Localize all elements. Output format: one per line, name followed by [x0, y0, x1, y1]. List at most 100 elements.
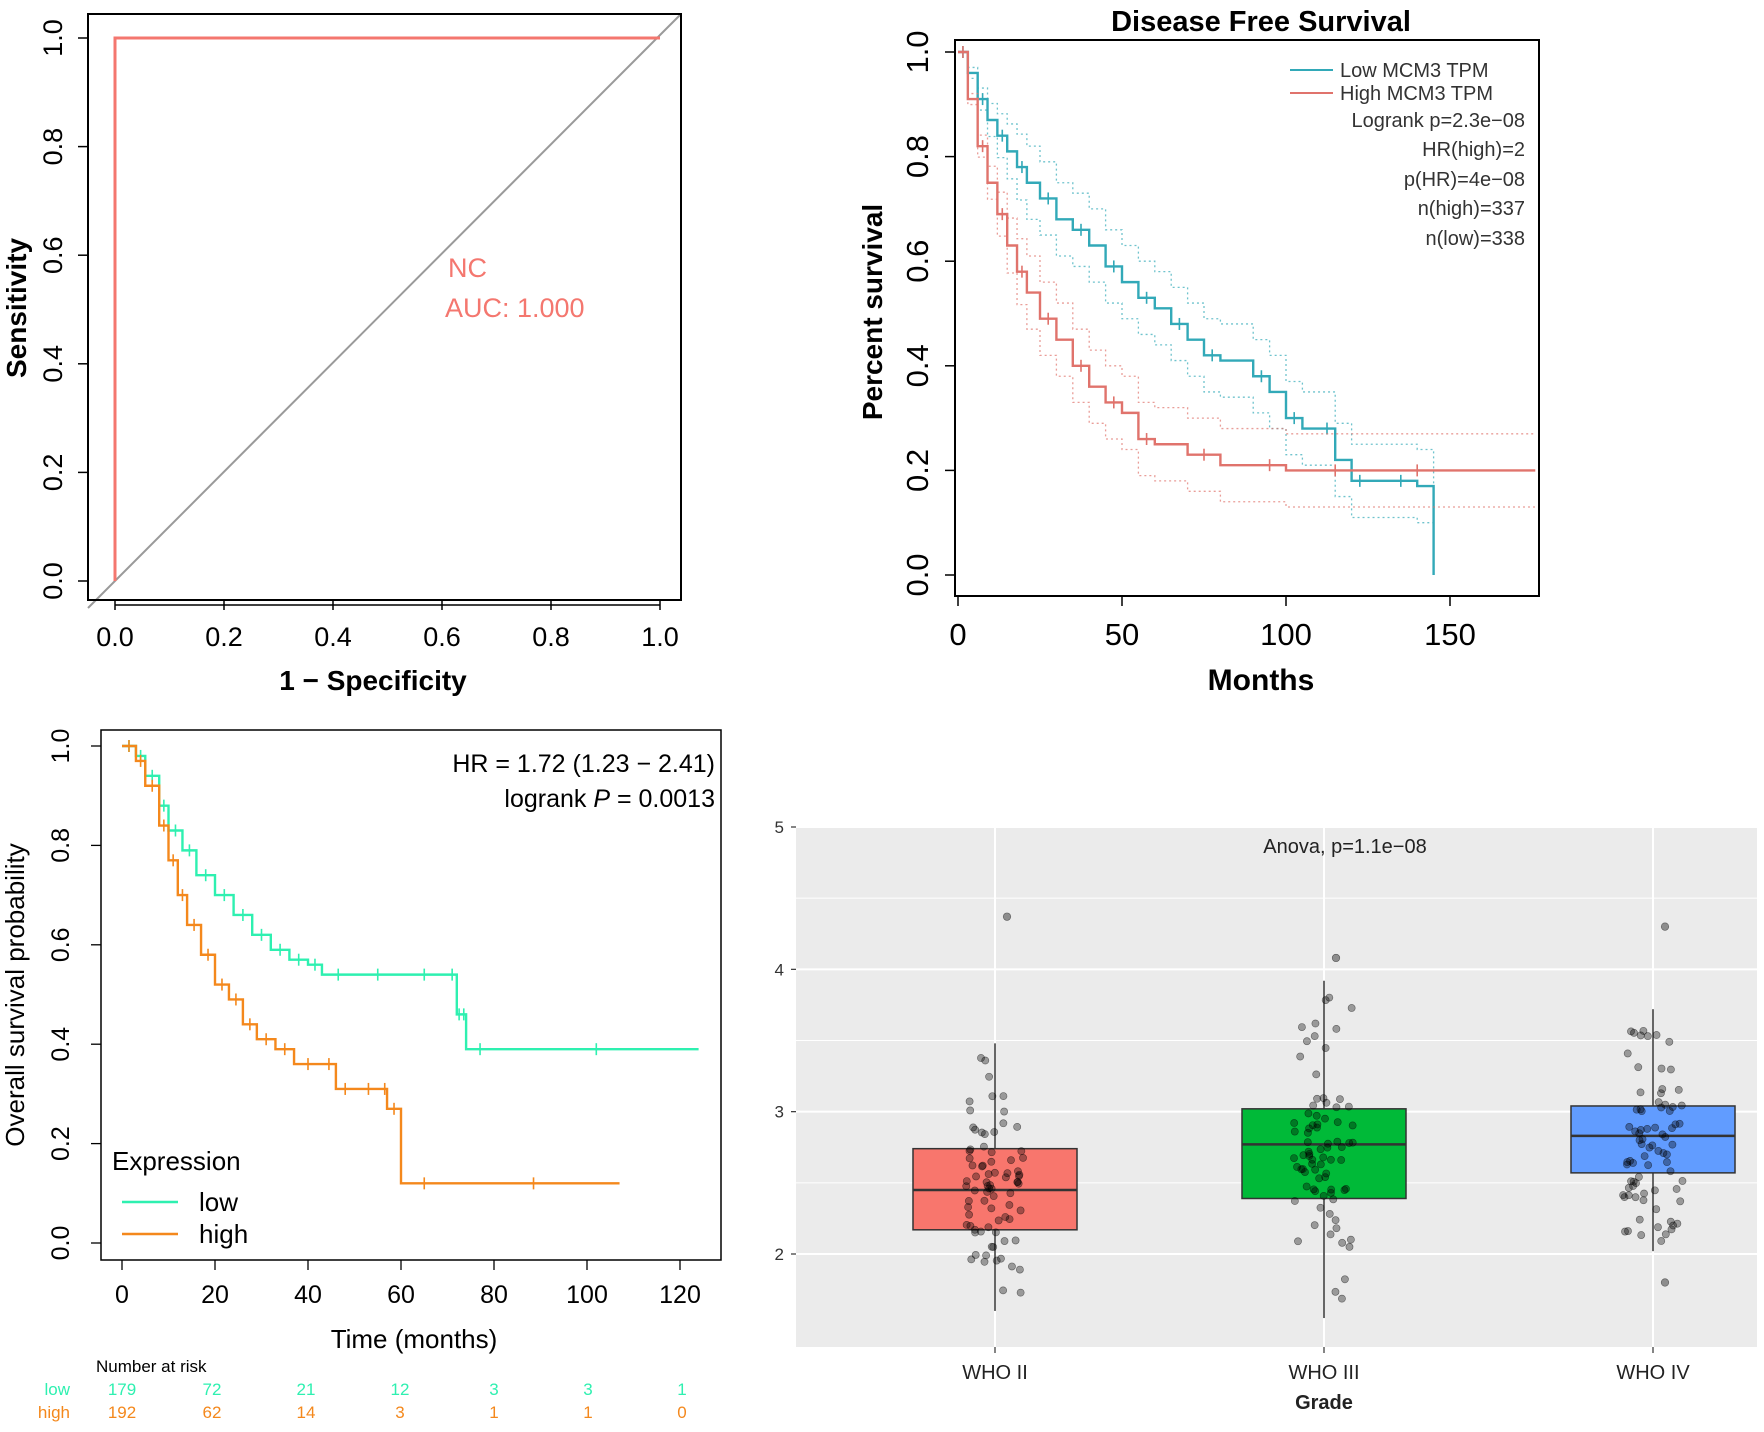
- dfs-y-tick-label: 0.2: [900, 449, 935, 492]
- grade-data-point: [1298, 1023, 1306, 1031]
- grade-data-point: [1667, 1225, 1676, 1234]
- grade-data-point: [999, 1119, 1008, 1128]
- grade-data-point: [1305, 1152, 1314, 1160]
- grade-data-point: [1321, 1044, 1330, 1052]
- grade-data-point: [1017, 1147, 1026, 1156]
- grade-data-point: [1327, 1155, 1335, 1164]
- os-risk-count-low: 1: [677, 1380, 686, 1399]
- grade-data-point: [991, 1228, 1000, 1237]
- roc-y-tick-label: 0.0: [38, 562, 68, 600]
- os-x-tick-label: 100: [566, 1281, 608, 1309]
- grade-outlier-point: [1660, 922, 1670, 931]
- dfs-y-tick-label: 0.4: [900, 344, 935, 387]
- grade-data-point: [1621, 1227, 1629, 1236]
- grade-data-point: [1663, 1158, 1671, 1167]
- grade-data-point: [1677, 1101, 1686, 1110]
- os-legend-label-low: low: [199, 1187, 238, 1217]
- grade-data-point: [985, 1184, 994, 1193]
- dfs-y-tick-label: 1.0: [900, 30, 935, 73]
- grade-data-point: [1016, 1206, 1025, 1215]
- grade-data-point: [999, 1092, 1008, 1101]
- grade-data-point: [1668, 1140, 1677, 1149]
- os-risk-count-high: 14: [297, 1403, 316, 1422]
- grade-data-point: [1006, 1189, 1015, 1198]
- grade-data-point: [1652, 1205, 1661, 1214]
- grade-data-point: [987, 1204, 996, 1213]
- grade-data-point: [1348, 1121, 1357, 1130]
- grade-data-point: [1008, 1262, 1016, 1271]
- grade-data-point: [1016, 1288, 1025, 1297]
- grade-data-point: [1321, 1173, 1330, 1181]
- grade-panel: 2 3 4 5 WHO II WHO III WHO IV Anova, p=1.1e−08…: [775, 818, 1757, 1414]
- os-x-tick-label: 80: [480, 1281, 508, 1309]
- grade-data-point: [1319, 1094, 1328, 1102]
- grade-data-point: [1290, 1197, 1299, 1205]
- grade-data-point: [1345, 1243, 1354, 1251]
- roc-x-tick-label: 0.0: [96, 622, 134, 652]
- grade-data-point: [1305, 1150, 1314, 1158]
- os-risk-count-low: 12: [391, 1380, 410, 1399]
- grade-data-point: [1290, 1154, 1298, 1162]
- grade-data-point: [1005, 1201, 1014, 1209]
- grade-data-point: [989, 1192, 998, 1201]
- grade-data-point: [1672, 1185, 1681, 1193]
- grade-data-point: [1014, 1179, 1023, 1188]
- grade-data-point: [1303, 1037, 1311, 1046]
- grade-data-point: [1639, 1026, 1648, 1035]
- roc-x-tick-label: 0.2: [205, 622, 243, 652]
- grade-data-point: [992, 1256, 1001, 1265]
- grade-data-point: [1636, 1105, 1645, 1114]
- grade-data-point: [1625, 1122, 1634, 1131]
- os-risk-row-label-low: low: [44, 1380, 70, 1399]
- grade-box-who-iv: [1570, 1105, 1736, 1174]
- grade-data-point: [978, 1161, 987, 1170]
- grade-data-point: [972, 1172, 980, 1181]
- grade-data-point: [1313, 1094, 1321, 1103]
- os-x-tick-label: 0: [115, 1281, 129, 1309]
- os-risk-count-high: 62: [203, 1403, 222, 1422]
- dfs-x-tick-label: 0: [949, 617, 966, 652]
- grade-data-point: [979, 1142, 988, 1151]
- grade-data-point: [1311, 1019, 1320, 1028]
- dfs-y-tick-label: 0.0: [900, 553, 935, 596]
- os-risk-count-low: 3: [489, 1380, 498, 1399]
- grade-data-point: [1304, 1109, 1313, 1118]
- roc-y-tick-label: 1.0: [38, 19, 68, 57]
- roc-legend-label: NC: [448, 253, 487, 283]
- os-y-tick-label: 1.0: [47, 729, 75, 764]
- os-plot-frame: [100, 729, 722, 1261]
- grade-data-point: [1319, 1153, 1328, 1162]
- grade-data-point: [1341, 1275, 1349, 1284]
- dfs-confidence-band-low: [958, 51, 1435, 539]
- grade-data-point: [962, 1220, 971, 1229]
- dfs-x-tick-label: 150: [1424, 617, 1476, 652]
- grade-outlier-point: [1660, 1278, 1670, 1287]
- grade-data-point: [970, 1186, 979, 1195]
- grade-data-point: [1293, 1163, 1301, 1171]
- grade-x-axis-label: Grade: [1295, 1392, 1353, 1414]
- grade-data-point: [971, 1125, 980, 1134]
- grade-data-point: [1322, 1098, 1331, 1107]
- grade-data-point: [1332, 1224, 1341, 1233]
- grade-data-point: [1019, 1154, 1027, 1162]
- grade-data-point: [1305, 1124, 1313, 1133]
- grade-data-point: [971, 1228, 980, 1237]
- grade-data-point: [1011, 1236, 1020, 1245]
- grade-data-point: [1338, 1238, 1347, 1247]
- grade-data-point: [1661, 1133, 1670, 1141]
- grade-data-point: [990, 1168, 999, 1177]
- os-risk-count-high: 1: [583, 1403, 592, 1422]
- grade-data-point: [1630, 1028, 1638, 1037]
- grade-data-point: [1673, 1219, 1682, 1228]
- grade-data-point: [1332, 1103, 1341, 1112]
- roc-curve-nc: [113, 36, 660, 581]
- os-risk-count-high: 3: [395, 1403, 404, 1422]
- grade-data-point: [1640, 1189, 1648, 1198]
- grade-data-point: [1304, 1128, 1312, 1137]
- grade-data-point: [968, 1161, 977, 1170]
- roc-y-axis-label: Sensitivity: [1, 238, 32, 378]
- grade-data-point: [1013, 1122, 1022, 1131]
- os-logrank-prefix: logrank: [504, 785, 593, 813]
- grade-data-point: [1635, 1136, 1644, 1145]
- os-x-tick-label: 40: [294, 1281, 322, 1309]
